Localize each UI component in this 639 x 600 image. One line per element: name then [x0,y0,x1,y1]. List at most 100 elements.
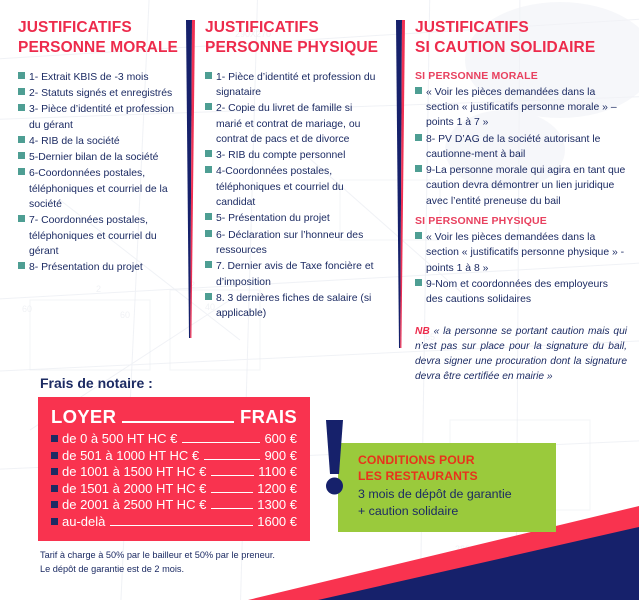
list-item-label: 7- Coordonnées postales, téléphoniques e… [29,215,157,257]
list-item-label: 6- Déclaration sur l’honneur des ressour… [216,229,364,256]
list-item-label: 4- RIB de la société [29,135,120,147]
bullet-square-icon [205,103,212,111]
bullet-square-icon [205,261,212,269]
fee-range-label: de 1001 à 1500 HT HC € [62,464,207,479]
table-row: de 1501 à 2000 HT HC € 1200 € [51,481,297,496]
table-row: de 0 à 500 HT HC € 600 € [51,431,297,446]
list-item: « Voir les pièces demandées dans la sect… [415,85,627,131]
column3-list-morale: « Voir les pièces demandées dans la sect… [415,85,627,209]
column2-title-line1: JUSTIFICATIFS [205,19,319,36]
bullet-square-icon [205,213,212,221]
fee-amount: 1100 € [258,464,297,479]
list-item-label: 9-Nom et coordonnées des employeurs des … [426,278,608,306]
column1-title: JUSTIFICATIFS PERSONNE MORALE [18,18,186,58]
nb-label: NB [415,325,430,337]
bullet-square-icon [205,229,212,237]
leader-rule [211,475,255,476]
list-item-label: 1- Pièce d’identité et profession du sig… [216,71,376,98]
list-item: 1- Pièce d’identité et profession du sig… [205,70,380,101]
bullet-square-icon [415,133,422,141]
fee-amount: 600 € [264,431,297,446]
list-item: 4- RIB de la société [18,134,186,149]
list-item: 8- Présentation du projet [18,260,186,275]
bullet-square-icon [18,71,25,79]
notary-fees-table-header: LOYER FRAIS [51,406,297,428]
list-item-label: « Voir les pièces demandées dans la sect… [426,86,617,129]
fee-amount: 1300 € [257,497,297,512]
nb-note: NB « la personne se portant caution mais… [415,324,627,385]
list-item: 8. 3 dernières fiches de salaire (si app… [205,291,380,322]
exclamation-mark-icon [326,420,343,495]
bullet-square-icon [18,87,25,95]
bullet-square-icon [415,232,422,240]
table-row: au-delà 1600 € [51,514,297,529]
table-row: de 2001 à 2500 HT HC € 1300 € [51,497,297,512]
list-item: 4-Coordonnées postales, téléphoniques et… [205,164,380,210]
column-personne-physique: JUSTIFICATIFS PERSONNE PHYSIQUE 1- Pièce… [205,18,380,322]
restaurants-title-line1: CONDITIONS POUR [358,453,475,467]
footnote-line-2: Le dépôt de garantie est de 2 mois. [40,564,185,575]
bullet-square-icon [18,262,25,270]
column1-list: 1- Extrait KBIS de -3 mois 2- Statuts si… [18,70,186,276]
bullet-square-icon [415,278,422,286]
list-item-label: 5-Dernier bilan de la société [29,152,159,164]
list-item-label: « Voir les pièces demandées dans la sect… [426,232,625,274]
fee-amount: 1600 € [257,513,297,529]
list-item-label: 3- RIB du compte personnel [216,150,346,162]
notary-fees-title: Frais de notaire : [40,375,153,391]
list-item: 8- PV D’AG de la société autorisant le c… [415,132,627,163]
list-item: 2- Statuts signés et enregistrés [18,86,186,101]
notary-fees-table: LOYER FRAIS de 0 à 500 HT HC € 600 € de … [38,397,310,541]
column-caution-solidaire: JUSTIFICATIFS SI CAUTION SOLIDAIRE SI PE… [415,18,627,395]
section-heading-personne-morale: SI PERSONNE MORALE [415,69,538,82]
list-item-label: 6-Coordonnées postales, téléphoniques et… [29,168,168,211]
column2-title: JUSTIFICATIFS PERSONNE PHYSIQUE [205,18,380,58]
column3-title-line2: SI CAUTION SOLIDAIRE [415,38,596,56]
bullet-square-icon [205,292,212,300]
nb-text: « la personne se portant caution mais qu… [415,325,627,383]
leader-rule [110,524,254,526]
restaurants-conditions-card: CONDITIONS POUR LES RESTAURANTS 3 mois d… [338,443,556,532]
list-item-label: 2- Copie du livret de famille si marié e… [216,103,361,145]
list-item-label: 7. Dernier avis de Taxe foncière et d’im… [216,261,374,288]
bullet-square-icon [18,104,25,112]
list-item: 7- Coordonnées postales, téléphoniques e… [18,213,186,259]
restaurants-body: 3 mois de dépôt de garantie + caution so… [358,486,544,519]
leader-rule [211,508,254,509]
list-item: 1- Extrait KBIS de -3 mois [18,70,186,85]
bullet-square-icon [51,517,58,525]
list-item-label: 8- Présentation du projet [29,262,143,274]
leader-rule [182,442,261,443]
fee-range-label: de 1501 à 2000 HT HC € [62,480,207,496]
list-item: 5-Dernier bilan de la société [18,150,186,165]
restaurants-title-line2: LES RESTAURANTS [358,468,478,483]
list-item: 9-La personne morale qui agira en tant q… [415,163,627,209]
leader-rule [204,458,261,460]
fee-amount: 900 € [264,447,297,463]
column3-title-line1: JUSTIFICATIFS [415,19,529,36]
notary-fees-footnote: Tarif à charge à 50% par le bailleur et … [40,548,310,577]
table-row: de 1001 à 1500 HT HC € 1100 € [51,464,297,479]
list-item-label: 8- PV D’AG de la société autorisant le c… [426,133,601,160]
bullet-square-icon [18,152,25,160]
bullet-square-icon [51,451,58,459]
list-item-label: 4-Coordonnées postales, téléphoniques et… [216,166,344,209]
list-item: 9-Nom et coordonnées des employeurs des … [415,277,627,308]
bullet-square-icon [205,166,212,174]
list-item: 3- Pièce d’identité et profession du gér… [18,102,186,133]
column-personne-morale: JUSTIFICATIFS PERSONNE MORALE 1- Extrait… [18,18,186,277]
fee-amount: 1200 € [257,480,297,496]
column1-title-line1: JUSTIFICATIFS [18,19,132,36]
fee-range-label: de 2001 à 2500 HT HC € [62,497,207,512]
fee-range-label: de 501 à 1000 HT HC € [62,447,200,463]
leader-rule [211,491,254,493]
list-item-label: 1- Extrait KBIS de -3 mois [29,71,149,83]
table-row: de 501 à 1000 HT HC € 900 € [51,448,297,463]
list-item: 6-Coordonnées postales, téléphoniques et… [18,166,186,212]
bullet-square-icon [415,86,422,94]
bullet-square-icon [51,501,58,508]
header-rule [122,421,234,423]
bullet-square-icon [415,165,422,173]
column-header-frais: FRAIS [240,406,297,427]
